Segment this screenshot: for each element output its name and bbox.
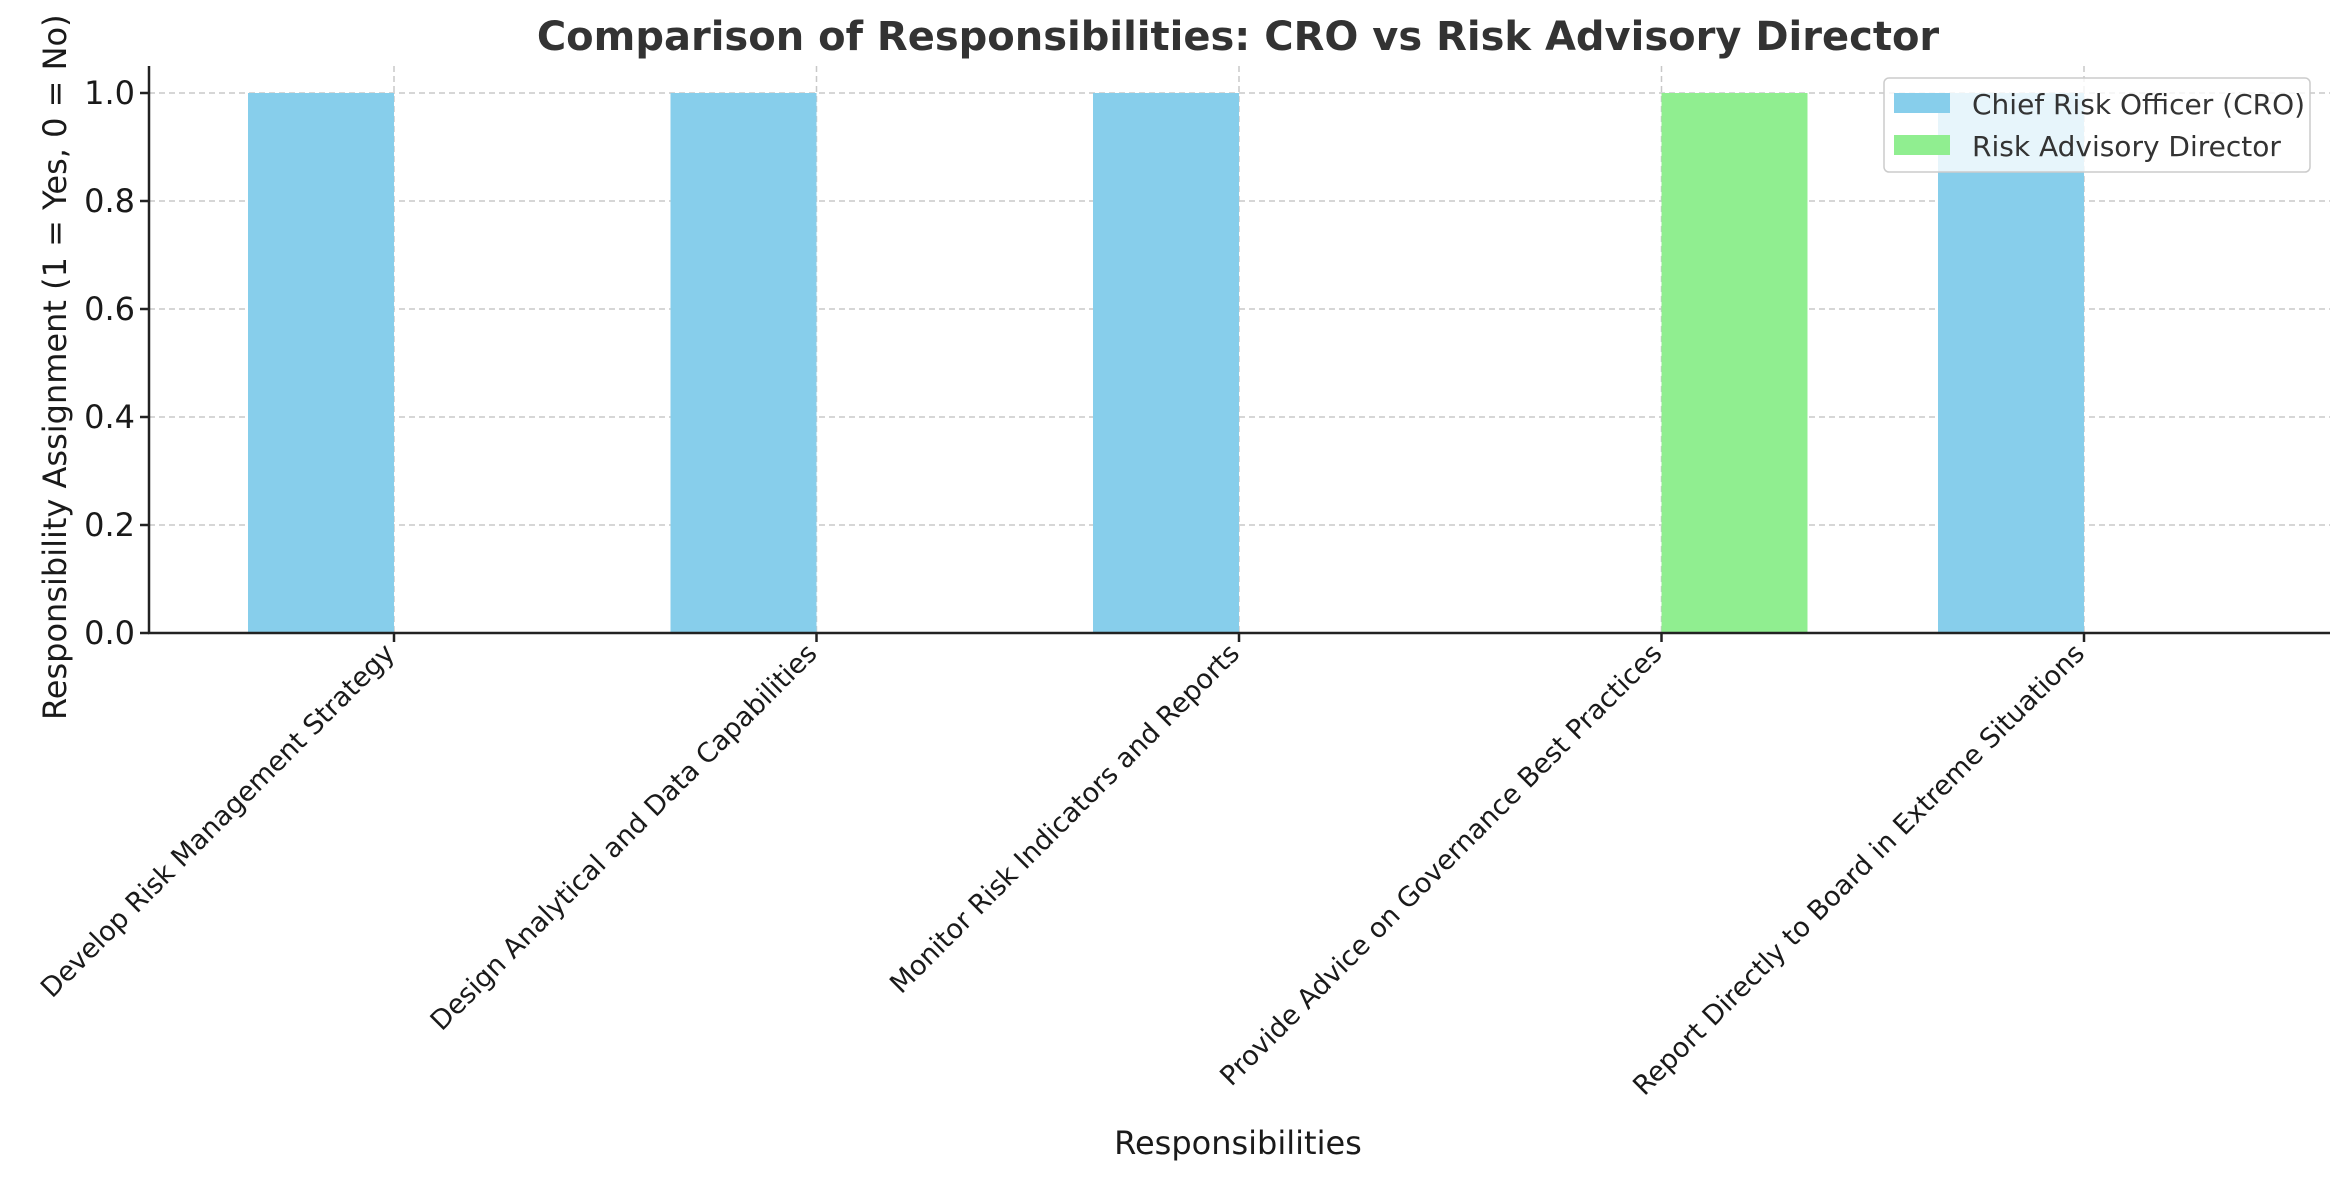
y-tick-label: 0.6 — [84, 290, 135, 328]
x-axis-label: Responsibilities — [1114, 1124, 1362, 1162]
x-ticks: Develop Risk Management Strategy Design A… — [35, 633, 2091, 1102]
x-tick-label: Provide Advice on Governance Best Practi… — [1214, 638, 1668, 1092]
legend-swatch-cro — [1894, 93, 1950, 113]
y-axis-label: Responsibility Assignment (1 = Yes, 0 = … — [36, 14, 74, 720]
legend-swatch-rad — [1894, 135, 1950, 155]
bar-cro — [248, 93, 394, 633]
legend-label-cro: Chief Risk Officer (CRO) — [1972, 88, 2305, 121]
x-tick-label: Monitor Risk Indicators and Reports — [884, 638, 1246, 1000]
x-tick-label: Develop Risk Management Strategy — [35, 638, 401, 1004]
legend-label-rad: Risk Advisory Director — [1972, 130, 2281, 163]
bar-cro — [1938, 93, 2084, 633]
legend-box — [1883, 77, 2311, 173]
bar-cro — [670, 93, 817, 633]
bar-risk-advisory-director — [1661, 93, 1808, 633]
x-tick-label: Report Directly to Board in Extreme Situ… — [1627, 638, 2091, 1102]
y-tick-label: 0.8 — [84, 182, 135, 220]
chart-title: Comparison of Responsibilities: CRO vs R… — [537, 14, 1940, 60]
x-tick-label: Design Analytical and Data Capabilities — [425, 638, 824, 1037]
bar-cro — [1093, 93, 1239, 633]
y-ticks: 0.0 0.2 0.4 0.6 0.8 1.0 — [84, 74, 149, 652]
y-tick-label: 0.0 — [84, 614, 135, 652]
bars — [248, 93, 2084, 633]
y-tick-label: 0.4 — [84, 398, 135, 436]
y-tick-label: 0.2 — [84, 506, 135, 544]
legend: Chief Risk Officer (CRO) Risk Advisory D… — [1883, 77, 2311, 173]
y-tick-label: 1.0 — [84, 74, 135, 112]
